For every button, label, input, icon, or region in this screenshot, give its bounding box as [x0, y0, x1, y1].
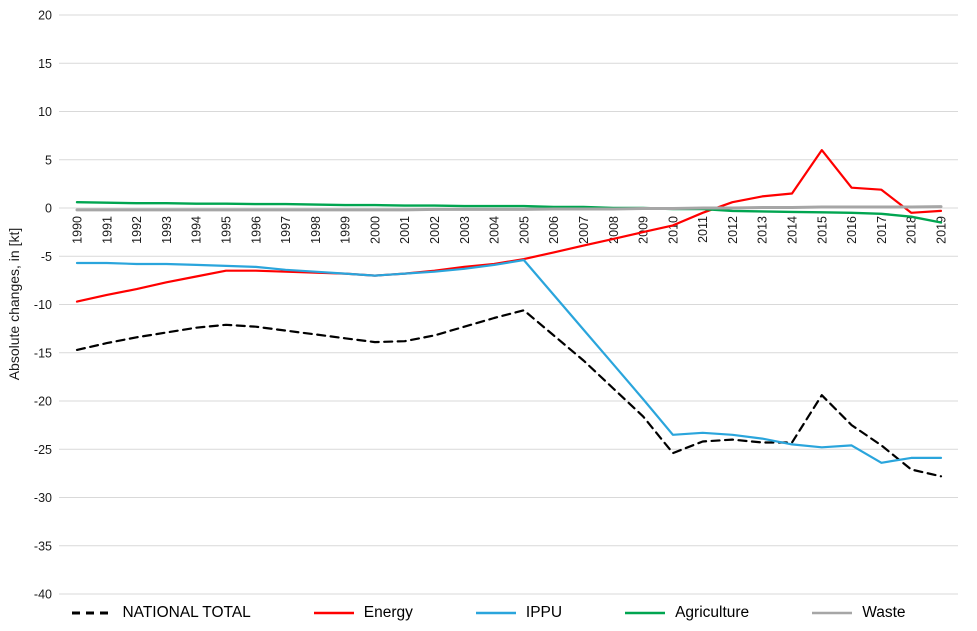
x-tick-label: 2015	[815, 216, 829, 244]
series-line-energy	[75, 149, 943, 303]
legend-marker-energy	[313, 611, 354, 615]
x-tick-label: 1994	[190, 216, 204, 244]
x-tick-label: 1993	[160, 216, 174, 244]
x-tick-label: 2009	[637, 216, 651, 244]
x-tick-label: 2001	[398, 216, 412, 244]
series-line-agriculture	[75, 200, 943, 224]
chart-legend: NATIONAL TOTAL Energy IPPU Agriculture Waste	[0, 599, 977, 627]
x-tick-label: 2019	[935, 216, 949, 244]
legend-marker-waste	[812, 611, 853, 615]
x-tick-label: 1990	[71, 216, 85, 244]
series-line-national-total	[75, 309, 943, 478]
x-tick-label: 2017	[875, 216, 889, 244]
x-tick-label: 2002	[428, 216, 442, 244]
y-axis-title: Absolute changes, in [kt]	[6, 227, 22, 381]
x-tick-label: 1998	[309, 216, 323, 244]
y-tick-label: -25	[34, 443, 52, 457]
x-tick-label: 2007	[577, 216, 591, 244]
y-tick-label: 20	[38, 9, 52, 23]
y-tick-label: -15	[34, 346, 52, 360]
legend-label-national-total: NATIONAL TOTAL	[122, 604, 251, 621]
legend-label-ippu: IPPU	[525, 604, 563, 621]
legend-marker-ippu	[475, 611, 516, 615]
y-tick-label: -10	[34, 298, 52, 312]
gridlines	[59, 14, 958, 595]
x-tick-label: 1992	[130, 216, 144, 244]
x-tick-label: 2004	[488, 216, 502, 244]
x-tick-label: 2011	[696, 216, 710, 243]
legend-item-ippu: IPPU	[475, 604, 562, 622]
y-tick-label: -5	[41, 250, 52, 264]
y-tick-label: 5	[45, 153, 52, 167]
x-tick-label: 2013	[756, 216, 770, 244]
x-tick-label: 2018	[905, 216, 919, 244]
series-line-waste	[75, 205, 943, 212]
y-tick-label: 15	[38, 57, 52, 71]
legend-marker-national-total	[72, 611, 113, 615]
x-tick-label: 1996	[249, 216, 263, 244]
x-tick-label: 2008	[607, 216, 621, 244]
y-axis-labels: 20 15 10 5 0 -5 -10 -15 -20 -25 -30 -35 -40	[34, 9, 52, 602]
x-tick-label: 2014	[786, 216, 800, 244]
y-tick-label: -20	[34, 395, 52, 409]
legend-item-agriculture: Agriculture	[624, 604, 749, 622]
x-tick-label: 1997	[279, 216, 293, 244]
x-tick-label: 1991	[100, 216, 114, 244]
x-tick-label: 2012	[726, 216, 740, 244]
legend-label-energy: Energy	[363, 604, 413, 621]
legend-marker-agriculture	[625, 611, 666, 615]
y-tick-label: -40	[34, 588, 52, 602]
legend-item-waste: Waste	[811, 604, 906, 622]
x-tick-label: 2006	[547, 216, 561, 244]
y-tick-label: 0	[45, 202, 52, 216]
legend-label-waste: Waste	[862, 604, 906, 621]
x-tick-label: 2016	[845, 216, 859, 244]
y-tick-label: -35	[34, 539, 52, 553]
x-tick-label: 1999	[339, 216, 353, 244]
y-tick-label: -30	[34, 491, 52, 505]
legend-label-agriculture: Agriculture	[675, 604, 750, 621]
x-tick-label: 2003	[458, 216, 472, 244]
x-tick-label: 2005	[517, 216, 531, 244]
x-tick-label: 2000	[368, 216, 382, 244]
legend-item-national-total: NATIONAL TOTAL	[71, 604, 251, 622]
x-tick-label: 1995	[219, 216, 233, 244]
x-tick-label: 2010	[666, 216, 680, 244]
legend-item-energy: Energy	[313, 604, 413, 622]
x-axis-labels: 1990 1991 1992 1993 1994 1995 1996 1997 1998 1999…	[71, 216, 949, 244]
y-tick-label: 10	[38, 105, 52, 119]
series-line-ippu	[75, 259, 943, 464]
